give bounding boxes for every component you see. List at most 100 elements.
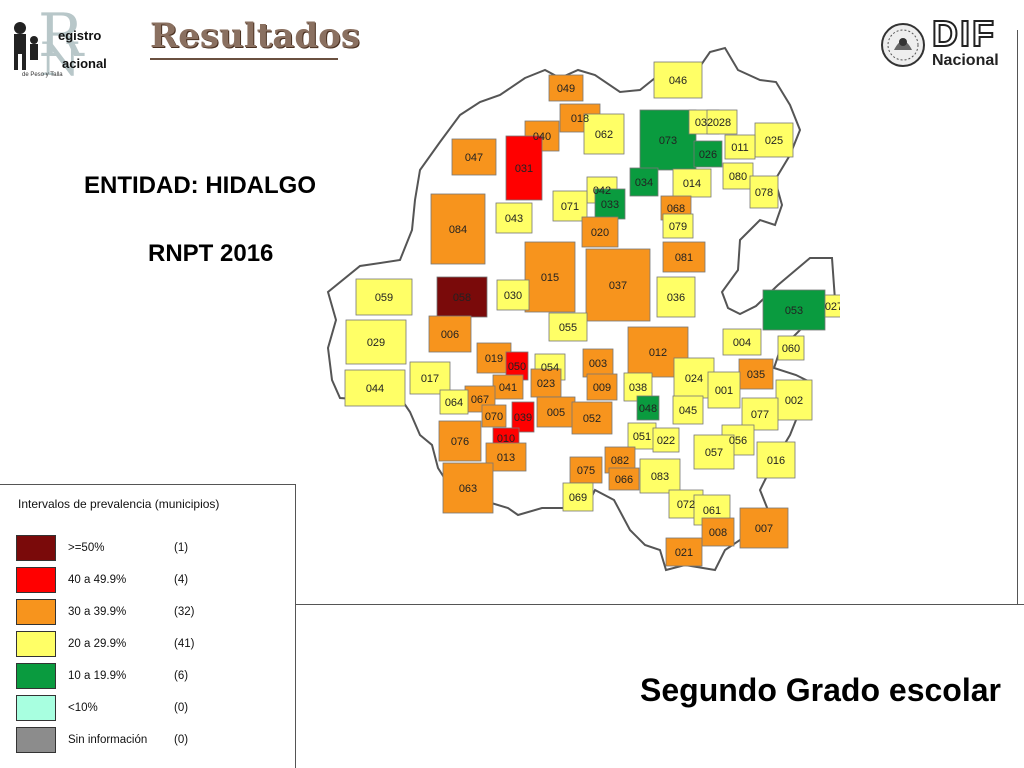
municipio-label-027: 027 bbox=[825, 301, 840, 313]
municipio-label-062: 062 bbox=[595, 129, 613, 141]
municipio-label-012: 012 bbox=[649, 347, 667, 359]
municipio-label-038: 038 bbox=[629, 382, 647, 394]
municipio-label-073: 073 bbox=[659, 135, 677, 147]
municipio-label-025: 025 bbox=[765, 135, 783, 147]
municipio-label-054: 054 bbox=[541, 362, 559, 374]
municipio-label-047: 047 bbox=[465, 152, 483, 164]
title-underline bbox=[150, 58, 338, 60]
grade-subtitle: Segundo Grado escolar bbox=[640, 672, 1001, 708]
municipio-label-008: 008 bbox=[709, 527, 727, 539]
legend-item-40-49: 40 a 49.9% (4) bbox=[16, 567, 286, 595]
municipio-region-020 bbox=[581, 216, 619, 248]
municipio-label-078: 078 bbox=[755, 187, 773, 199]
legend-range: <10% bbox=[68, 702, 98, 714]
municipio-label-019: 019 bbox=[485, 353, 503, 365]
municipio-label-064: 064 bbox=[445, 397, 463, 409]
municipio-region-084 bbox=[430, 193, 486, 265]
municipio-label-051: 051 bbox=[633, 431, 651, 443]
legend-item-20-29: 20 a 29.9% (41) bbox=[16, 631, 286, 659]
municipio-region-048 bbox=[636, 395, 660, 421]
municipio-label-037: 037 bbox=[609, 280, 627, 292]
municipio-region-078 bbox=[749, 175, 779, 209]
municipio-region-021 bbox=[665, 537, 703, 567]
municipio-label-046: 046 bbox=[669, 75, 687, 87]
legend-item-30-39: 30 a 39.9% (32) bbox=[16, 599, 286, 627]
legend-swatch bbox=[16, 663, 56, 689]
municipio-label-067: 067 bbox=[471, 394, 489, 406]
legend-swatch bbox=[16, 631, 56, 657]
municipio-region-081 bbox=[662, 241, 706, 273]
municipio-label-049: 049 bbox=[557, 83, 575, 95]
logo-letter-r: R bbox=[38, 1, 84, 71]
municipio-region-011 bbox=[724, 134, 756, 160]
legend-title: Intervalos de prevalencia (municipios) bbox=[18, 497, 220, 511]
municipio-label-059: 059 bbox=[375, 292, 393, 304]
municipio-label-017: 017 bbox=[421, 373, 439, 385]
municipio-label-014: 014 bbox=[683, 178, 701, 190]
municipio-label-058: 058 bbox=[453, 292, 471, 304]
legend-count: (41) bbox=[174, 638, 195, 650]
municipio-region-079 bbox=[662, 213, 694, 239]
municipio-label-013: 013 bbox=[497, 452, 515, 464]
municipio-label-055: 055 bbox=[559, 322, 577, 334]
municipio-label-079: 079 bbox=[669, 221, 687, 233]
municipio-label-029: 029 bbox=[367, 337, 385, 349]
municipio-label-061: 061 bbox=[703, 505, 721, 517]
legend-range: >=50% bbox=[68, 542, 105, 554]
municipio-region-028 bbox=[706, 109, 738, 135]
municipio-region-005 bbox=[536, 396, 576, 428]
municipio-region-053 bbox=[762, 289, 826, 331]
municipio-region-046 bbox=[653, 61, 703, 99]
municipio-label-005: 005 bbox=[547, 407, 565, 419]
municipio-label-020: 020 bbox=[591, 227, 609, 239]
municipio-region-004 bbox=[722, 328, 762, 356]
municipio-region-041 bbox=[492, 374, 524, 400]
municipio-label-042: 042 bbox=[593, 185, 611, 197]
municipio-label-052: 052 bbox=[583, 413, 601, 425]
municipio-label-070: 070 bbox=[485, 411, 503, 423]
legend-swatch bbox=[16, 599, 56, 625]
municipio-label-031: 031 bbox=[515, 163, 533, 175]
municipio-label-007: 007 bbox=[755, 523, 773, 535]
municipio-region-017 bbox=[409, 361, 451, 395]
municipio-region-083 bbox=[639, 458, 681, 494]
municipio-region-060 bbox=[777, 335, 805, 361]
legend-swatch bbox=[16, 727, 56, 753]
municipio-region-006 bbox=[428, 315, 472, 353]
municipio-region-063 bbox=[442, 462, 494, 514]
municipio-label-026: 026 bbox=[699, 149, 717, 161]
municipio-region-035 bbox=[738, 358, 774, 390]
municipio-label-024: 024 bbox=[685, 373, 703, 385]
municipio-region-033 bbox=[594, 188, 626, 220]
legend-range: 20 a 29.9% bbox=[68, 638, 127, 650]
municipio-label-060: 060 bbox=[782, 343, 800, 355]
legend-range: 30 a 39.9% bbox=[68, 606, 127, 618]
municipio-region-062 bbox=[583, 113, 625, 155]
municipio-label-010: 010 bbox=[497, 433, 515, 445]
legend-count: (4) bbox=[174, 574, 189, 586]
municipio-region-051 bbox=[627, 422, 657, 450]
legend-item-ge50: >=50% (1) bbox=[16, 535, 286, 563]
municipio-label-036: 036 bbox=[667, 292, 685, 304]
municipio-label-015: 015 bbox=[541, 272, 559, 284]
municipio-region-031 bbox=[505, 135, 543, 201]
municipio-label-021: 021 bbox=[675, 547, 693, 559]
legend-item-10-19: 10 a 19.9% (6) bbox=[16, 663, 286, 691]
municipio-region-025 bbox=[754, 122, 794, 158]
municipio-label-016: 016 bbox=[767, 455, 785, 467]
municipio-label-035: 035 bbox=[747, 369, 765, 381]
municipio-region-014 bbox=[672, 168, 712, 198]
municipio-label-003: 003 bbox=[589, 358, 607, 370]
municipio-label-028: 028 bbox=[713, 117, 731, 129]
municipio-label-033: 033 bbox=[601, 199, 619, 211]
municipio-region-080 bbox=[722, 162, 754, 190]
municipio-region-034 bbox=[629, 167, 659, 197]
rnpt-label: RNPT 2016 bbox=[148, 240, 274, 267]
municipio-label-066: 066 bbox=[615, 474, 633, 486]
municipio-region-069 bbox=[562, 482, 594, 512]
municipio-region-070 bbox=[481, 404, 507, 428]
municipio-region-052 bbox=[571, 401, 613, 435]
national-seal-icon bbox=[881, 23, 925, 67]
municipio-label-082: 082 bbox=[611, 455, 629, 467]
hidalgo-map: 049 046 018 040 062 073 032 028 025 011 026 047 031 0… bbox=[326, 46, 840, 572]
